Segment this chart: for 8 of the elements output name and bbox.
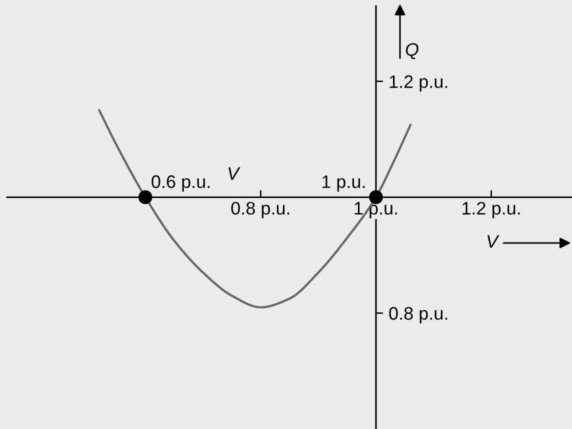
annotation: 0.6 p.u. [152, 175, 210, 192]
x-tick-label: 0.8 p.u. [231, 202, 290, 218]
x-tick-label: 1 p.u. [354, 202, 397, 218]
annotation: V [228, 167, 240, 180]
x-tick-label: 1.2 p.u. [462, 202, 520, 218]
y-axis-title: Q [406, 43, 418, 60]
annotation: 1 p.u. [322, 175, 365, 192]
x-axis-title: V [488, 235, 500, 248]
